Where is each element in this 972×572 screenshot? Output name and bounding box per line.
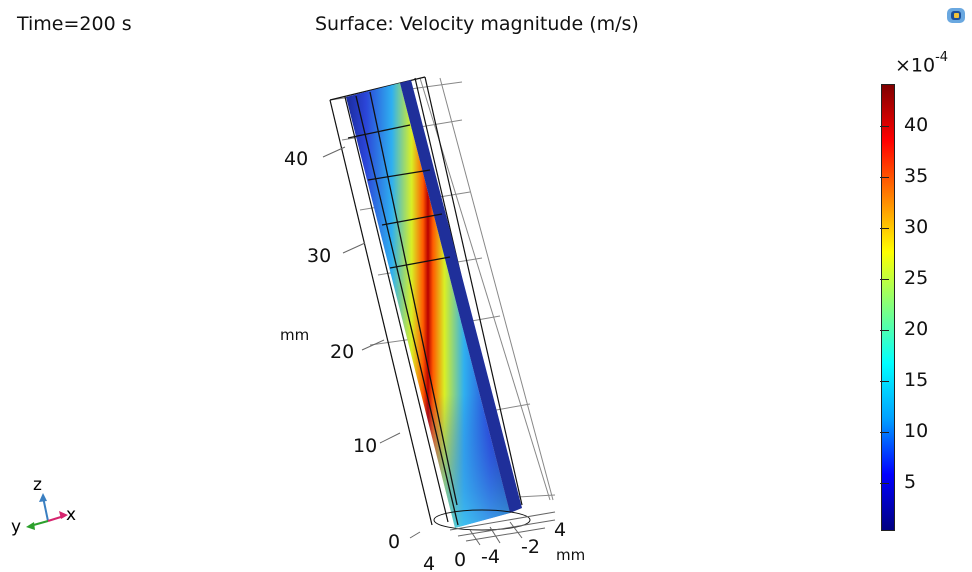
colorbar [881,84,895,531]
surface-mesh-lines [347,91,459,526]
z-axis: 0 10 20 30 40 mm [280,146,421,553]
velocity-surface-bottom-fade [346,83,510,528]
plot-title: Surface: Velocity magnitude (m/s) [315,13,639,35]
colorbar-tick [880,228,889,229]
time-label: Time=200 s [17,13,132,35]
colorbar-label: 5 [904,471,917,493]
xy-axis: 4 0 -4 -2 4 mm [423,519,585,572]
colorbar-tick [880,126,889,127]
z-tick-label: 40 [284,148,308,170]
triad-z-label: z [33,475,42,495]
y-tick-label: -2 [521,536,540,558]
colorbar-tick [880,432,889,433]
colorbar-label: 40 [904,114,929,136]
colorbar-tick [880,483,889,484]
x-tick-label: 0 [454,549,466,571]
colorbar-label: 35 [904,165,929,187]
colorbar-tick [880,279,889,280]
cylinder-side-face [400,80,522,513]
z-tick-label: 0 [388,531,400,553]
colorbar-label: 25 [904,267,929,289]
base-grid [433,509,556,546]
colorbar-label: 10 [904,420,929,442]
colorbar-tick [880,177,889,178]
y-tick-label: 4 [554,519,566,541]
z-tick-label: 10 [353,435,377,457]
z-tick-label: 20 [330,341,354,363]
colorbar-multiplier: ×10-4 [895,50,949,77]
colorbar-label: 30 [904,216,929,238]
colorbar-label: 15 [904,369,929,391]
colorbar-tick [880,330,889,331]
triad-y-label: y [11,517,21,537]
z-axis-unit: mm [280,326,309,344]
comsol-logo-icon [947,8,965,23]
colorbar-label: 20 [904,318,929,340]
triad-x-label: x [66,505,76,525]
z-tick-label: 30 [307,245,331,267]
x-tick-label: -4 [481,546,500,568]
xy-axis-unit: mm [556,546,585,564]
axis-triad: z y x [11,475,76,537]
x-tick-label: 4 [423,553,435,572]
colorbar-tick [880,381,889,382]
